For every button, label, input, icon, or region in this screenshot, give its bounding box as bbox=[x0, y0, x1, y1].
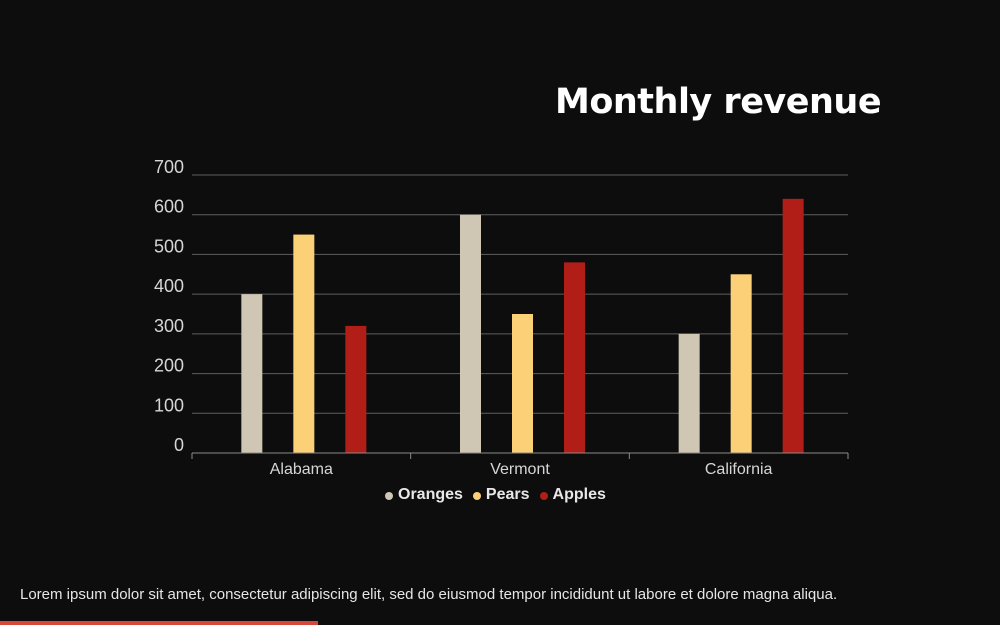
bar-pears-alabama bbox=[293, 234, 315, 453]
y-tick-label: 300 bbox=[154, 316, 184, 336]
y-tick-label: 100 bbox=[154, 395, 184, 415]
legend-item-oranges: Oranges bbox=[385, 486, 463, 504]
bar-oranges-vermont bbox=[460, 214, 481, 453]
y-tick-label: 200 bbox=[154, 356, 184, 376]
bar-oranges-california bbox=[678, 333, 700, 453]
x-axis bbox=[191, 452, 849, 459]
chart-title: Monthly revenue bbox=[555, 82, 882, 122]
legend-swatch-oranges bbox=[385, 492, 393, 500]
caption-text: Lorem ipsum dolor sit amet, consectetur … bbox=[20, 586, 838, 603]
y-tick-label: 700 bbox=[154, 157, 184, 177]
y-tick-label: 600 bbox=[154, 197, 184, 217]
legend-item-apples: Apples bbox=[539, 486, 606, 504]
x-tick-label: California bbox=[705, 461, 773, 478]
legend-label-oranges: Oranges bbox=[398, 486, 463, 503]
x-tick-label: Alabama bbox=[270, 461, 333, 478]
bar-oranges-alabama bbox=[241, 294, 263, 453]
bar-apples-california bbox=[782, 198, 804, 453]
legend-label-apples: Apples bbox=[552, 486, 606, 503]
y-axis-ticks: 0 100 200 300 400 500 600 700 bbox=[154, 157, 184, 455]
legend-swatch-pears bbox=[472, 492, 481, 500]
bars bbox=[241, 198, 804, 453]
legend-swatch-apples bbox=[539, 492, 548, 500]
bar-pears-vermont bbox=[512, 314, 533, 453]
bar-apples-alabama bbox=[345, 325, 367, 453]
bar-pears-california bbox=[730, 274, 752, 453]
x-axis-labels: Alabama Vermont California bbox=[270, 461, 773, 478]
legend: Oranges Pears Apples bbox=[385, 486, 606, 504]
bar-apples-vermont bbox=[564, 262, 585, 453]
accent-bar bbox=[0, 621, 318, 625]
legend-label-pears: Pears bbox=[485, 486, 530, 503]
y-tick-label: 400 bbox=[154, 276, 184, 296]
y-tick-label: 0 bbox=[174, 435, 184, 455]
x-tick-label: Vermont bbox=[490, 461, 550, 478]
legend-item-pears: Pears bbox=[472, 486, 530, 504]
y-tick-label: 500 bbox=[154, 236, 184, 256]
